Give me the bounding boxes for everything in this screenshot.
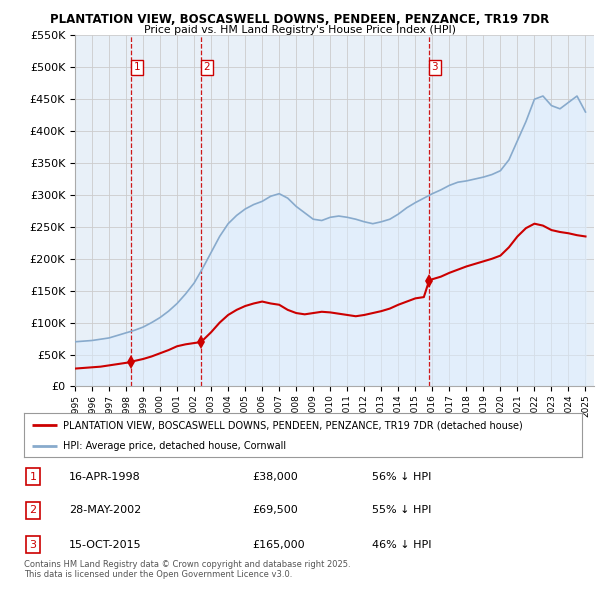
Text: 55% ↓ HPI: 55% ↓ HPI — [372, 506, 431, 515]
Text: 16-APR-1998: 16-APR-1998 — [69, 472, 141, 481]
Text: 1: 1 — [29, 472, 37, 481]
Text: 2: 2 — [203, 63, 210, 73]
Text: 3: 3 — [29, 540, 37, 549]
Text: HPI: Average price, detached house, Cornwall: HPI: Average price, detached house, Corn… — [63, 441, 286, 451]
Text: 28-MAY-2002: 28-MAY-2002 — [69, 506, 141, 515]
Text: 1: 1 — [134, 63, 140, 73]
Text: PLANTATION VIEW, BOSCASWELL DOWNS, PENDEEN, PENZANCE, TR19 7DR (detached house): PLANTATION VIEW, BOSCASWELL DOWNS, PENDE… — [63, 421, 523, 430]
Text: £38,000: £38,000 — [252, 472, 298, 481]
Text: £165,000: £165,000 — [252, 540, 305, 549]
Text: £69,500: £69,500 — [252, 506, 298, 515]
Text: 56% ↓ HPI: 56% ↓ HPI — [372, 472, 431, 481]
Text: Price paid vs. HM Land Registry's House Price Index (HPI): Price paid vs. HM Land Registry's House … — [144, 25, 456, 35]
Text: 3: 3 — [431, 63, 438, 73]
Text: PLANTATION VIEW, BOSCASWELL DOWNS, PENDEEN, PENZANCE, TR19 7DR: PLANTATION VIEW, BOSCASWELL DOWNS, PENDE… — [50, 13, 550, 26]
Text: 15-OCT-2015: 15-OCT-2015 — [69, 540, 142, 549]
Text: 2: 2 — [29, 506, 37, 515]
Text: Contains HM Land Registry data © Crown copyright and database right 2025.
This d: Contains HM Land Registry data © Crown c… — [24, 560, 350, 579]
Text: 46% ↓ HPI: 46% ↓ HPI — [372, 540, 431, 549]
